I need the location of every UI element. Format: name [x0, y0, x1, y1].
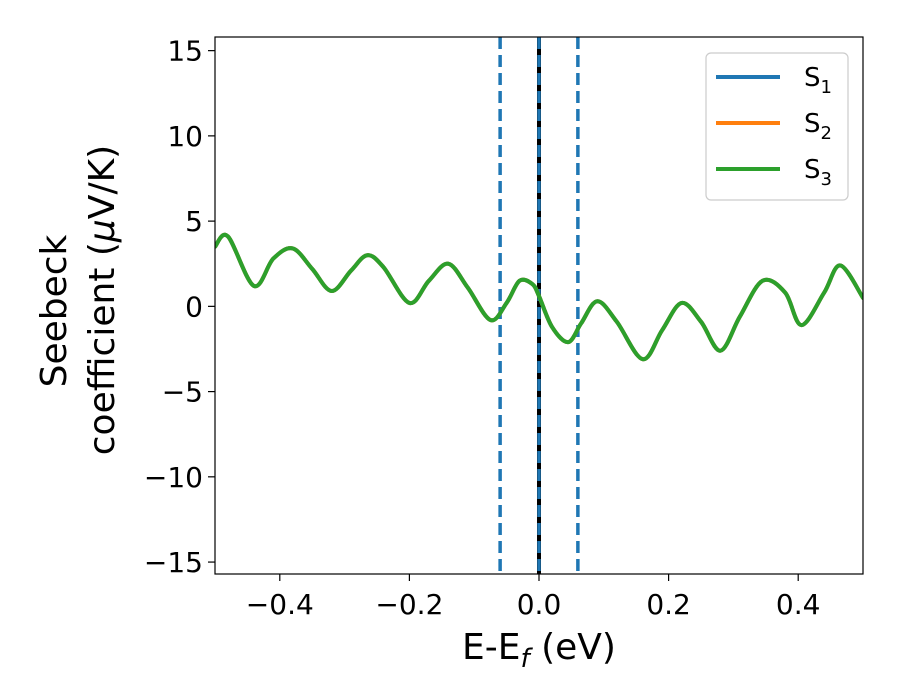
y-tick-label: −10: [144, 461, 203, 494]
y-axis-label-line1: Seebeck: [34, 234, 75, 387]
x-tick-label: −0.2: [375, 588, 443, 621]
y-tick-label: 15: [167, 35, 203, 68]
series-lines: [215, 232, 863, 362]
x-tick-label: −0.4: [246, 588, 314, 621]
series-line-S3: [215, 232, 863, 362]
x-axis-label-unit: (eV): [530, 627, 616, 668]
y-tick-label: 0: [185, 290, 203, 323]
y-tick-label: −5: [162, 376, 203, 409]
x-axis-label-main: E-E: [462, 627, 520, 668]
y-tick-label: −15: [144, 546, 203, 579]
legend-label-main: S: [804, 63, 821, 93]
legend-label-sub: 3: [821, 169, 832, 190]
y-tick-label: 10: [167, 120, 203, 153]
legend-label-sub: 2: [821, 123, 832, 144]
legend-box: [705, 52, 849, 201]
y-tick-label: 5: [185, 205, 203, 238]
reference-lines: [498, 37, 580, 574]
x-axis-label: E-Ef (eV): [462, 627, 616, 674]
x-axis-ticks: −0.4 −0.2 0.0 0.2 0.4: [246, 574, 821, 621]
legend-label-main: S: [804, 109, 821, 139]
legend-label-S1: S1: [804, 63, 832, 98]
y-axis-label-mu: μ: [82, 219, 123, 243]
x-tick-label: 0.4: [776, 588, 821, 621]
legend-label-S3: S3: [804, 155, 832, 190]
y-axis-label-line2: coefficient (μV/K): [82, 145, 123, 455]
x-tick-label: 0.0: [517, 588, 562, 621]
y-axis-label-coef: coefficient (: [82, 242, 123, 455]
y-axis-ticks: −15 −10 −5 0 5 10 15: [144, 35, 215, 579]
legend-label-main: S: [804, 155, 821, 185]
x-tick-label: 0.2: [646, 588, 691, 621]
y-axis-label-unit: V/K): [82, 145, 123, 219]
legend-label-S2: S2: [804, 109, 832, 144]
legend-label-sub: 1: [821, 77, 832, 98]
